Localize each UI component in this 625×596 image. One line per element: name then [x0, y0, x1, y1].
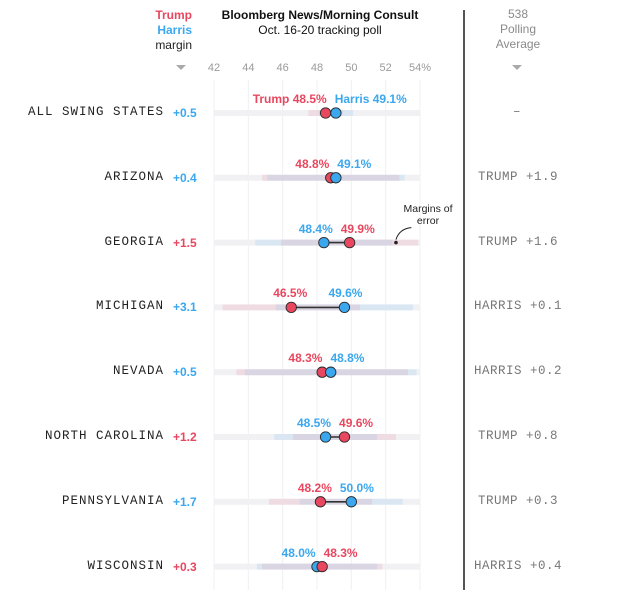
polling-average-value: TRUMP +1.9 — [478, 169, 559, 184]
harris-dot — [345, 496, 357, 508]
harris-dot — [330, 172, 342, 184]
state-label: PENNSYLVANIA — [61, 493, 164, 508]
harris-value-label: Harris 49.1% — [334, 92, 407, 106]
x-tick-label: 50 — [345, 62, 358, 74]
trump-dot — [343, 236, 356, 249]
margin-value: +0.3 — [173, 559, 197, 574]
polling-average-value: TRUMP +1.6 — [478, 234, 559, 249]
polling-average-value: HARRIS +0.1 — [474, 299, 563, 314]
title-line: Bloomberg News/Morning Consult — [221, 8, 419, 22]
trump-dot — [319, 107, 332, 119]
sort-polling-triangle-down-icon[interactable] — [512, 65, 522, 70]
harris-value-label: 50.0% — [339, 480, 374, 495]
polling-average-value: HARRIS +0.2 — [474, 364, 563, 379]
trump-value-label: 49.6% — [339, 416, 374, 430]
polling-average-header-line-1: 538 — [507, 7, 529, 21]
polling-average-header: 538 Polling Average — [478, 7, 558, 52]
moe-annotation: Margins of error — [403, 203, 453, 227]
harris-value-label: 49.6% — [328, 286, 363, 301]
annotation-pointer — [395, 227, 412, 240]
margin-value: +1.7 — [173, 494, 197, 509]
polling-average-header-line-3: Average — [495, 37, 541, 51]
column-divider — [463, 10, 465, 590]
x-tick-label: 46 — [276, 62, 289, 74]
trump-value-label: Trump 48.5% — [252, 92, 327, 106]
harris-value-label: 48.5% — [297, 416, 332, 430]
subtitle-line: Oct. 16-20 tracking poll — [258, 23, 382, 37]
harris-dot — [330, 107, 342, 119]
state-label: NORTH CAROLINA — [44, 429, 164, 443]
trump-value-label: 48.3% — [288, 351, 323, 366]
harris-dot — [319, 431, 332, 443]
margin-value: +0.5 — [173, 106, 197, 120]
harris-value-label: 49.1% — [337, 156, 372, 171]
annotation-dot — [394, 240, 398, 245]
trump-dot — [338, 431, 351, 443]
margin-value: +0.5 — [173, 365, 197, 380]
harris-value-label: 48.8% — [330, 351, 365, 366]
state-label: WISCONSIN — [87, 558, 164, 573]
margin-value: +0.4 — [173, 170, 197, 185]
state-label: GEORGIA — [104, 234, 164, 249]
harris-value-label: 48.4% — [298, 221, 333, 236]
chart-title: Bloomberg News/Morning Consult Oct. 16-2… — [205, 8, 435, 38]
state-label: ARIZONA — [104, 169, 164, 184]
trump-value-label: 48.2% — [297, 480, 332, 495]
state-label: ALL SWING STATES — [27, 105, 164, 119]
harris-value-label: 48.0% — [281, 545, 316, 560]
polling-average-value: – — [513, 105, 522, 119]
polling-average-header-line-2: Polling — [499, 22, 537, 36]
x-tick-label: 48 — [310, 62, 324, 74]
trump-value-label: 49.9% — [340, 221, 375, 236]
state-label: MICHIGAN — [95, 299, 164, 314]
x-tick-label: 42 — [207, 62, 221, 74]
margin-value: +3.1 — [173, 300, 197, 315]
polling-average-value: TRUMP +0.3 — [478, 493, 559, 508]
state-label: NEVADA — [112, 364, 164, 379]
harris-dot — [318, 236, 330, 249]
margin-value: +1.2 — [173, 430, 197, 444]
legend-trump: Trump — [155, 8, 192, 22]
trump-dot — [314, 496, 327, 508]
trump-dot — [316, 560, 328, 573]
x-tick-label: 52 — [379, 62, 392, 74]
legend-margin: margin — [155, 38, 192, 52]
polling-average-value: TRUMP +0.8 — [478, 429, 559, 443]
trump-value-label: 48.3% — [323, 545, 358, 560]
harris-dot — [338, 301, 351, 314]
polling-average-value: HARRIS +0.4 — [474, 558, 563, 573]
legend-harris: Harris — [157, 23, 192, 37]
trump-value-label: 48.8% — [295, 156, 330, 171]
x-tick-label: 54% — [408, 62, 432, 74]
x-tick-label: 44 — [242, 62, 255, 74]
sort-margin-triangle-down-icon[interactable] — [176, 65, 186, 70]
trump-dot — [285, 301, 297, 314]
harris-dot — [325, 366, 337, 378]
legend: Trump Harris margin — [140, 8, 192, 53]
trump-value-label: 46.5% — [273, 286, 308, 301]
margin-value: +1.5 — [173, 235, 197, 250]
